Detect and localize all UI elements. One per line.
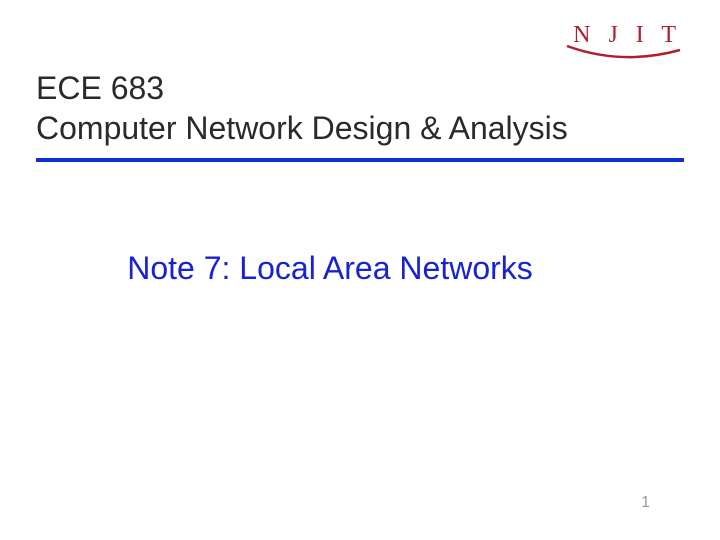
header-block: ECE 683 Computer Network Design & Analys…	[36, 68, 684, 162]
course-title: Computer Network Design & Analysis	[36, 108, 684, 148]
page-number: 1	[641, 494, 650, 512]
slide-subtitle: Note 7: Local Area Networks	[0, 250, 720, 287]
course-code: ECE 683	[36, 68, 684, 108]
njit-logo-swoosh	[562, 44, 682, 64]
header-divider	[36, 158, 684, 162]
